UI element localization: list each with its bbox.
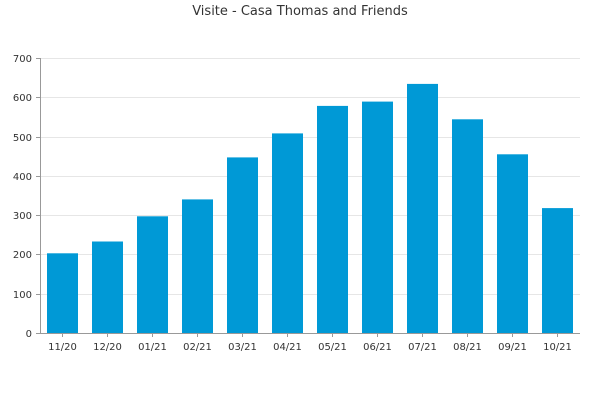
x-tick-label: 04/21 [273, 342, 302, 353]
bar-12-20[interactable] [92, 241, 123, 334]
x-tick-label: 10/21 [543, 342, 572, 353]
x-tick-label: 06/21 [363, 342, 392, 353]
x-tick-label: 01/21 [138, 342, 167, 353]
x-tick-label: 07/21 [408, 342, 437, 353]
bar-10-21[interactable] [542, 208, 573, 333]
y-tick-label: 200 [13, 250, 32, 261]
x-tick-labels: 11/20 12/20 01/21 02/21 03/21 04/21 05/21 06/21… [48, 333, 572, 353]
y-tick-label: 600 [13, 93, 32, 104]
bar-01-21[interactable] [137, 216, 168, 333]
bar-08-21[interactable] [452, 119, 483, 333]
x-tick-label: 12/20 [93, 342, 122, 353]
y-tick-labels: 0 100 200 300 400 500 600 700 [13, 54, 40, 340]
bar-11-20[interactable] [47, 253, 78, 334]
y-tick-label: 400 [13, 172, 32, 183]
bar-02-21[interactable] [182, 199, 213, 333]
grid-lines [40, 58, 580, 295]
bar-06-21[interactable] [362, 101, 393, 333]
bar-07-21[interactable] [407, 83, 438, 334]
axes [40, 58, 580, 334]
y-tick-label: 0 [26, 329, 32, 340]
bar-09-21[interactable] [497, 154, 528, 334]
bar-05-21[interactable] [317, 105, 348, 334]
chart-title: Visite - Casa Thomas and Friends [192, 4, 408, 19]
bar-03-21[interactable] [227, 157, 258, 333]
y-tick-label: 100 [13, 290, 32, 301]
x-tick-label: 08/21 [453, 342, 482, 353]
x-tick-label: 03/21 [228, 342, 257, 353]
x-tick-label: 05/21 [318, 342, 347, 353]
y-tick-label: 500 [13, 133, 32, 144]
y-tick-label: 700 [13, 54, 32, 65]
x-tick-label: 09/21 [498, 342, 527, 353]
x-tick-label: 11/20 [48, 342, 77, 353]
x-tick-label: 02/21 [183, 342, 212, 353]
bar-04-21[interactable] [272, 133, 303, 333]
y-tick-label: 300 [13, 211, 32, 222]
bars [47, 83, 573, 334]
